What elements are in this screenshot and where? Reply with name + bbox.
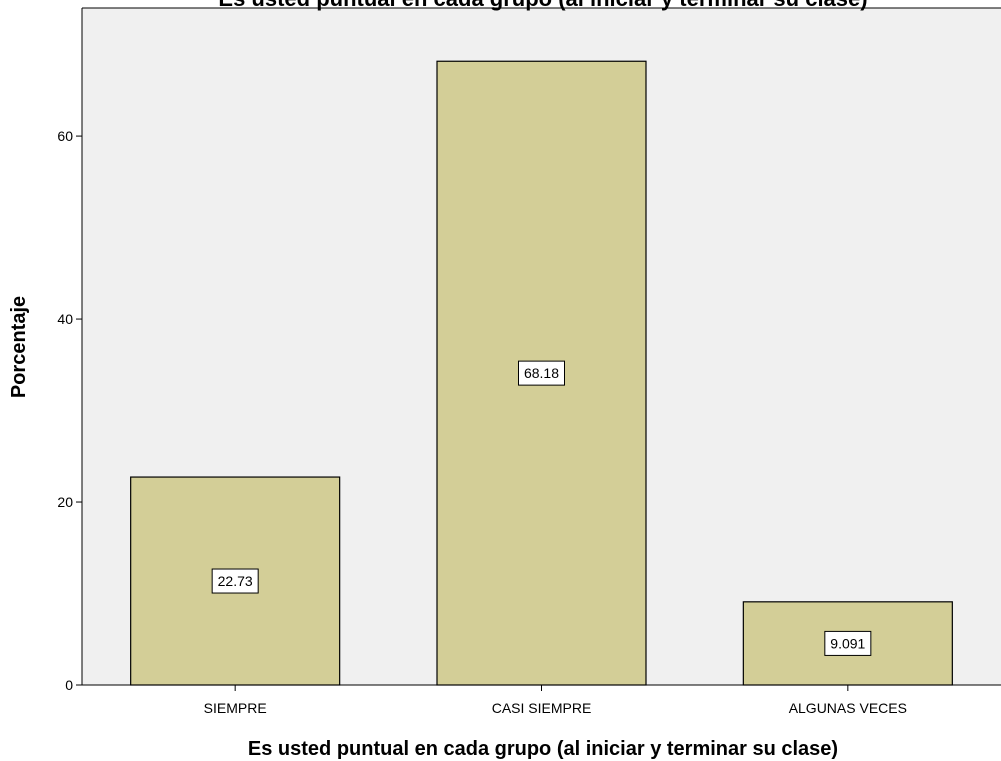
x-tick-label: SIEMPRE <box>204 700 267 716</box>
data-label: 68.18 <box>524 365 559 381</box>
chart-title: Es usted puntual en cada grupo (al inici… <box>218 0 867 11</box>
y-tick-label: 40 <box>57 311 73 327</box>
y-tick-label: 60 <box>57 128 73 144</box>
data-label: 9.091 <box>830 635 865 651</box>
x-axis: SIEMPRE CASI SIEMPRE ALGUNAS VECES <box>82 684 1001 716</box>
x-tick-label: ALGUNAS VECES <box>789 700 907 716</box>
data-label-box <box>518 360 565 386</box>
y-tick-label: 0 <box>65 677 73 693</box>
data-label-box <box>211 568 259 594</box>
data-label: 22.73 <box>218 573 253 589</box>
x-axis-title: Es usted puntual en cada grupo (al inici… <box>248 738 838 760</box>
y-axis-title: Porcentaje <box>8 296 30 398</box>
x-tick-label: CASI SIEMPRE <box>492 700 592 716</box>
y-axis: 0 20 40 60 <box>57 8 83 693</box>
bars-group: 22.73 68.18 9.091 <box>130 60 953 686</box>
data-label-box <box>824 630 872 656</box>
y-tick-label: 20 <box>57 494 73 510</box>
